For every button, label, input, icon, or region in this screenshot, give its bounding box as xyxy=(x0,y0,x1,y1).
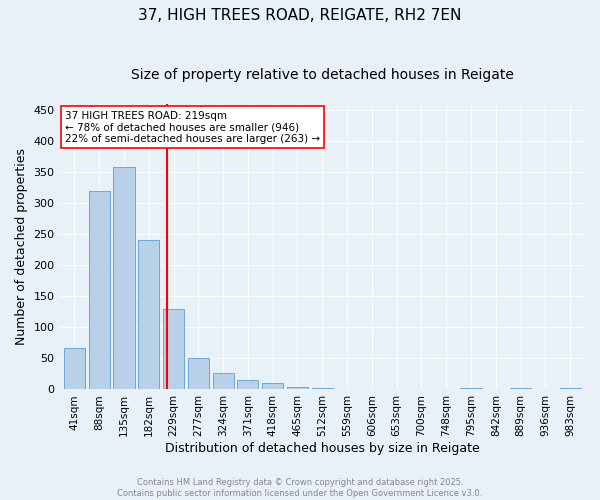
Bar xyxy=(510,388,531,390)
Bar xyxy=(238,380,259,390)
Y-axis label: Number of detached properties: Number of detached properties xyxy=(15,148,28,345)
Bar xyxy=(89,190,110,390)
X-axis label: Distribution of detached houses by size in Reigate: Distribution of detached houses by size … xyxy=(165,442,479,455)
Bar xyxy=(560,388,581,390)
Bar xyxy=(163,308,184,390)
Bar xyxy=(212,374,233,390)
Text: Contains HM Land Registry data © Crown copyright and database right 2025.
Contai: Contains HM Land Registry data © Crown c… xyxy=(118,478,482,498)
Bar xyxy=(460,388,482,390)
Bar xyxy=(188,358,209,390)
Title: Size of property relative to detached houses in Reigate: Size of property relative to detached ho… xyxy=(131,68,514,82)
Bar xyxy=(262,383,283,390)
Bar xyxy=(113,167,134,390)
Bar xyxy=(64,348,85,390)
Text: 37, HIGH TREES ROAD, REIGATE, RH2 7EN: 37, HIGH TREES ROAD, REIGATE, RH2 7EN xyxy=(139,8,461,22)
Bar xyxy=(312,388,333,390)
Bar xyxy=(361,389,382,390)
Bar xyxy=(287,387,308,390)
Bar xyxy=(138,240,160,390)
Text: 37 HIGH TREES ROAD: 219sqm
← 78% of detached houses are smaller (946)
22% of sem: 37 HIGH TREES ROAD: 219sqm ← 78% of deta… xyxy=(65,110,320,144)
